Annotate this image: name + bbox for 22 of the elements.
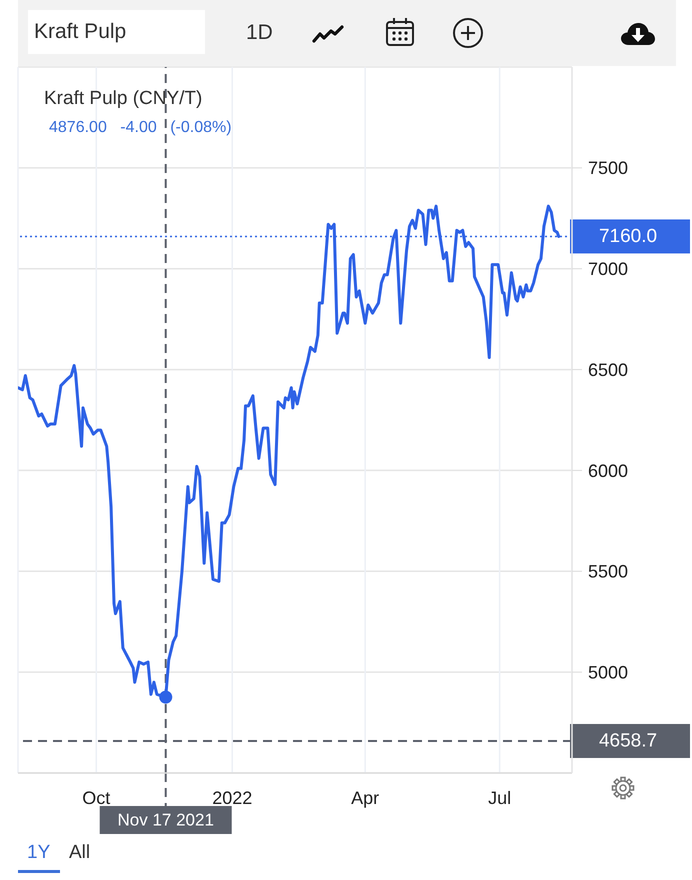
y-tick-label: 5000 <box>588 662 628 683</box>
x-tick-label: 2022 <box>212 788 252 808</box>
y-tick-label: 7500 <box>588 158 628 178</box>
y-tick-label: 6000 <box>588 460 628 481</box>
y-tick-label: 7000 <box>588 259 628 280</box>
text: 1D <box>246 21 273 45</box>
ref-line-label: 7160.0 <box>598 226 658 247</box>
x-tick-label: Jul <box>488 788 512 808</box>
price-tag: 7160.0 <box>570 219 690 254</box>
text-field: Kraft Pulp <box>28 10 205 54</box>
text: 4876.00 -4.00 (-0.08%) <box>49 119 232 137</box>
text: Kraft Pulp (CNY/T) <box>44 88 202 110</box>
date-tag: Nov 17 2021 <box>100 806 232 834</box>
text: 1Y <box>27 842 50 864</box>
y-tick-label: 6500 <box>588 360 628 380</box>
price-tag: 4658.7 <box>570 724 690 758</box>
text: All <box>69 842 90 864</box>
x-tick-label: Apr <box>351 788 380 808</box>
ref-line-label: Nov 17 2021 <box>118 810 214 830</box>
x-tick-label: Oct <box>82 788 110 808</box>
ref-line-label: 4658.7 <box>598 730 658 752</box>
y-tick-label: 5500 <box>588 562 628 582</box>
